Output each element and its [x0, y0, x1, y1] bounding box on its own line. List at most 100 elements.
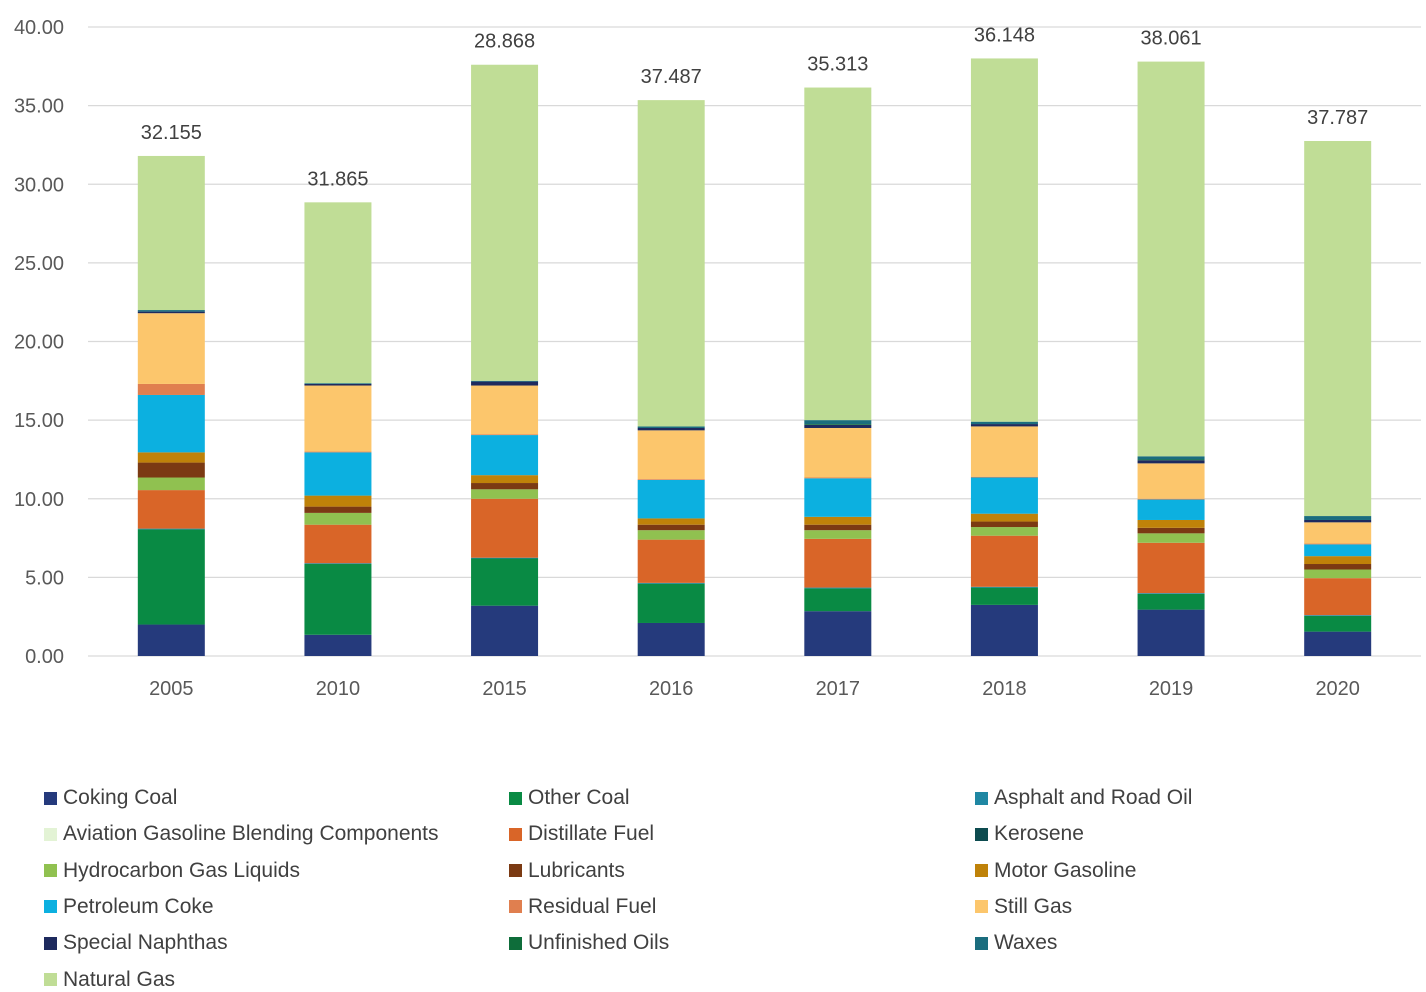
bar-segment-hydrocarbon-gas-liquids: [1304, 569, 1372, 579]
bar-segment-natural-gas: [637, 100, 705, 427]
legend-item: Motor Gasoline: [975, 859, 1136, 883]
bar-segment-still-gas: [304, 385, 372, 452]
y-tick-label: 25.00: [14, 253, 64, 275]
legend-swatch: [975, 936, 988, 950]
x-tick-label: 2005: [149, 678, 194, 700]
legend-item: Coking Coal: [44, 786, 177, 810]
bar-segment-other-coal: [471, 558, 539, 606]
bar-segment-petroleum-coke: [471, 435, 539, 476]
legend-item: Unfinished Oils: [509, 931, 669, 955]
legend-swatch: [44, 827, 57, 841]
bar-segment-residual-fuel: [471, 434, 539, 436]
bar-segment-natural-gas: [804, 87, 872, 421]
bar-segment-waxes: [1304, 516, 1372, 520]
bar-segment-petroleum-coke: [137, 394, 205, 453]
bar-segment-petroleum-coke: [970, 477, 1038, 514]
bar-segment-hydrocarbon-gas-liquids: [804, 530, 872, 539]
bar-segment-still-gas: [637, 430, 705, 480]
bar-segment-asphalt-and-road-oil: [804, 587, 872, 589]
bar-segment-other-coal: [970, 587, 1038, 605]
bar-segment-natural-gas: [137, 155, 205, 311]
stacked-bar-chart: 0.00 5.00 10.00 15.00 20.00 25.00 30.00 35.00 40…: [14, 17, 1421, 700]
bar-segment-waxes: [137, 310, 205, 312]
bar-segment-motor-gasoline: [970, 513, 1038, 522]
legend-swatch: [975, 827, 988, 841]
bar-segment-distillate-fuel: [970, 535, 1038, 587]
legend-item: Hydrocarbon Gas Liquids: [44, 859, 300, 883]
bar-segment-waxes: [304, 383, 372, 384]
bar-segment-coking-coal: [471, 605, 539, 656]
legend-label: Aviation Gasoline Blending Components: [63, 822, 439, 846]
legend-item: Aviation Gasoline Blending Components: [44, 822, 439, 846]
legend-item: Special Naphthas: [44, 931, 228, 955]
bar-segment-still-gas: [804, 427, 872, 478]
bar-segment-special-naphthas: [804, 424, 872, 428]
bar-segment-hydrocarbon-gas-liquids: [1137, 533, 1205, 543]
bar-segment-other-coal: [304, 564, 372, 635]
gridlines: [88, 26, 1421, 657]
legend-item: Other Coal: [509, 786, 630, 810]
bar-segment-distillate-fuel: [304, 524, 372, 564]
legend-item: Distillate Fuel: [509, 822, 654, 846]
legend-label: Hydrocarbon Gas Liquids: [63, 858, 300, 882]
legend-swatch: [44, 973, 57, 986]
bar-segment-distillate-fuel: [804, 538, 872, 588]
bar-segment-residual-fuel: [137, 383, 205, 395]
bar-segment-natural-gas: [304, 202, 372, 384]
bar-segment-residual-fuel: [637, 479, 705, 480]
bar-segment-coking-coal: [804, 611, 872, 656]
x-tick-label: 2017: [816, 678, 861, 700]
legend-label: Other Coal: [528, 786, 630, 809]
bar-segment-petroleum-coke: [304, 452, 372, 496]
bar-segment-asphalt-and-road-oil: [304, 563, 372, 565]
y-tick-label: 40.00: [14, 17, 64, 39]
legend-swatch: [509, 864, 522, 878]
bar-segment-motor-gasoline: [1137, 519, 1205, 528]
bar-segment-unfinished-oils: [1137, 459, 1205, 461]
x-tick-label: 2018: [982, 678, 1027, 700]
legend-item: Lubricants: [509, 859, 625, 883]
bar-segment-other-coal: [1304, 615, 1372, 632]
bar-segment-motor-gasoline: [1304, 556, 1372, 565]
bar-segment-waxes: [804, 420, 872, 425]
legend-swatch: [975, 864, 988, 878]
bar-segment-special-naphthas: [304, 383, 372, 386]
bar-segment-waxes: [970, 421, 1038, 425]
legend-item: Asphalt and Road Oil: [975, 786, 1192, 810]
bar-segment-lubricants: [970, 521, 1038, 528]
legend-swatch: [509, 791, 522, 805]
bar-segment-natural-gas: [1304, 141, 1372, 517]
x-tick-label: 2016: [649, 678, 694, 700]
bar-segment-still-gas: [970, 426, 1038, 477]
legend-label: Residual Fuel: [528, 894, 657, 918]
bar-segment-waxes: [471, 380, 539, 382]
legend-label: Natural Gas: [63, 967, 176, 991]
bar-segment-special-naphthas: [970, 424, 1038, 427]
total-label: 36.148: [974, 24, 1035, 46]
bars: [137, 58, 1372, 656]
bar-segment-motor-gasoline: [304, 495, 372, 507]
legend-swatch: [975, 900, 988, 914]
bar-segment-hydrocarbon-gas-liquids: [137, 477, 205, 491]
bar-segment-distillate-fuel: [1137, 542, 1205, 594]
bar-segment-natural-gas: [471, 64, 539, 381]
bar-segment-still-gas: [1137, 463, 1205, 499]
bar-stack-2016: [637, 100, 705, 656]
legend-label: Kerosene: [994, 822, 1084, 846]
bar-segment-other-coal: [137, 529, 205, 625]
legend-label: Waxes: [994, 931, 1058, 955]
total-label: 37.487: [641, 66, 702, 88]
bar-segment-coking-coal: [304, 634, 372, 656]
bar-segment-distillate-fuel: [137, 490, 205, 529]
bar-segment-residual-fuel: [304, 451, 372, 453]
bar-segment-petroleum-coke: [1304, 544, 1372, 557]
bar-segment-hydrocarbon-gas-liquids: [970, 527, 1038, 536]
legend-item: Natural Gas: [44, 968, 175, 992]
y-tick-label: 20.00: [14, 332, 64, 354]
legend-swatch: [975, 791, 988, 805]
bar-segment-coking-coal: [137, 624, 205, 656]
bar-segment-special-naphthas: [637, 427, 705, 431]
bar-stack-2018: [970, 58, 1038, 656]
bar-segment-distillate-fuel: [637, 539, 705, 583]
